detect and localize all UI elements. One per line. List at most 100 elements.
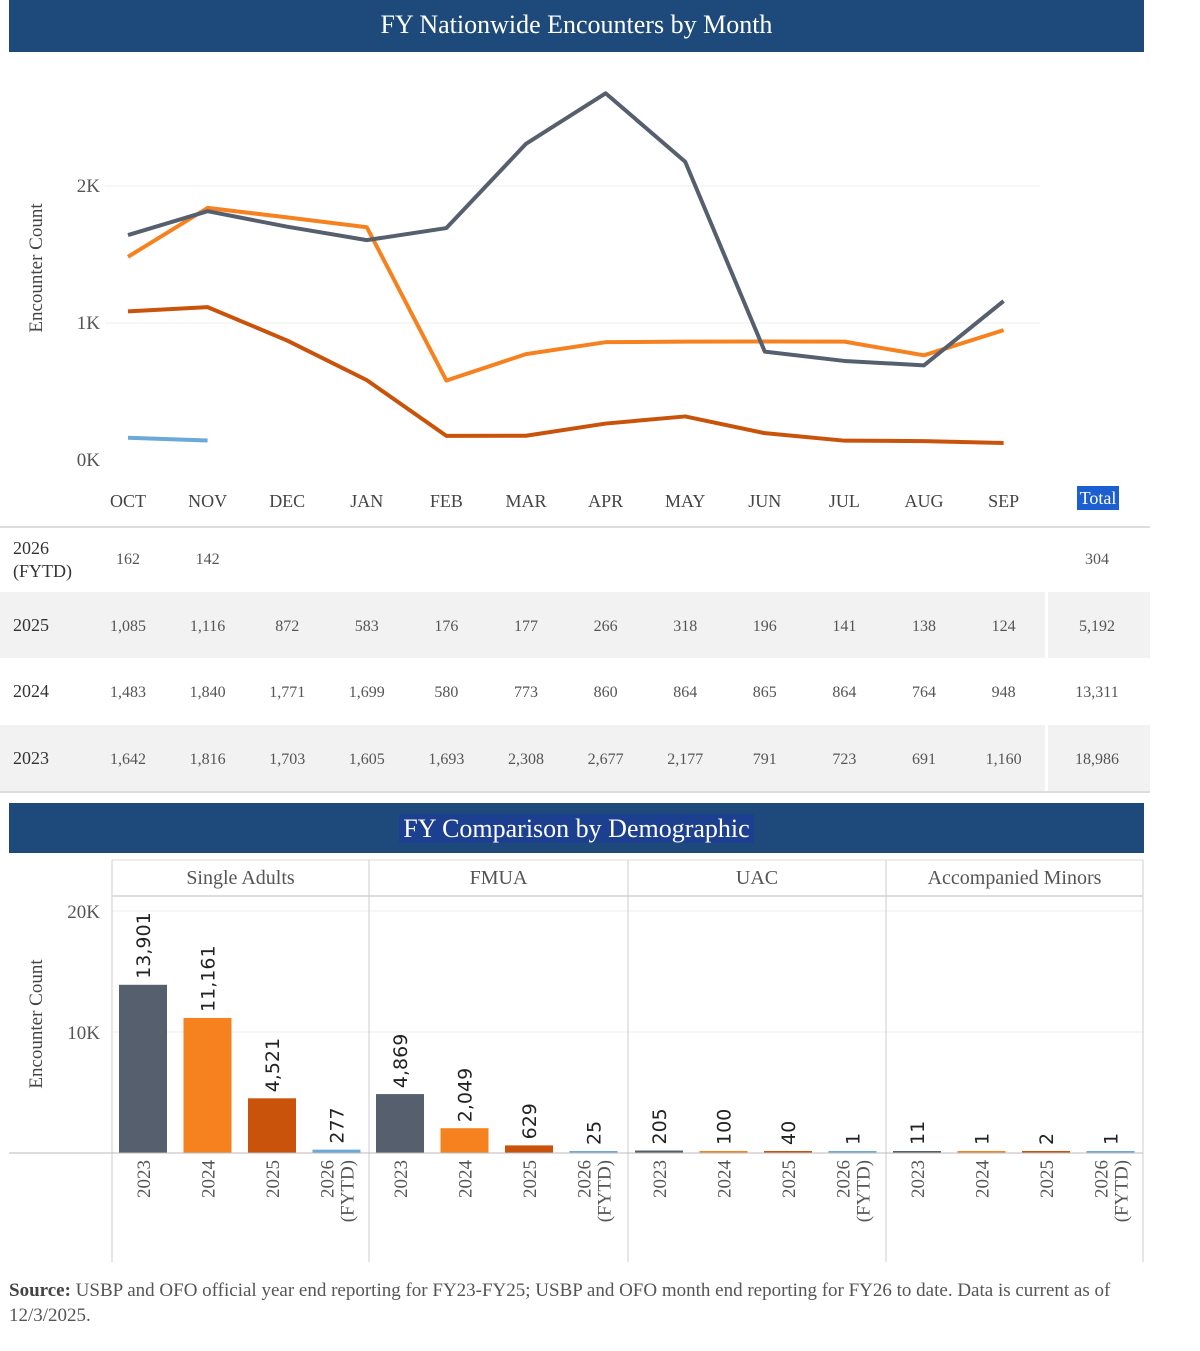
x-tick-label: 2024 bbox=[199, 1160, 220, 1199]
table-total-cell: 13,311 bbox=[1075, 684, 1118, 701]
table-cell: 580 bbox=[434, 684, 458, 701]
table-cell: 141 bbox=[832, 618, 856, 635]
table-cell: 1,816 bbox=[190, 751, 226, 768]
series-line-2024 bbox=[126, 205, 1005, 383]
table-cell: 791 bbox=[753, 751, 777, 768]
bar-value-label: 1 bbox=[972, 1133, 994, 1145]
table-cell: 864 bbox=[832, 684, 856, 701]
bar bbox=[1086, 1151, 1135, 1153]
table-cell: 948 bbox=[992, 684, 1016, 701]
source-text: USBP and OFO official year end reporting… bbox=[9, 1280, 1111, 1326]
series-line-2023 bbox=[127, 91, 1005, 368]
bar-value-label: 1 bbox=[1101, 1133, 1123, 1145]
table-row-shade bbox=[0, 592, 1045, 658]
table-row-label: 2023 bbox=[13, 748, 49, 768]
table-cell: 764 bbox=[912, 684, 936, 701]
bar bbox=[828, 1151, 877, 1153]
table-cell: 773 bbox=[514, 684, 538, 701]
table-cell: 266 bbox=[594, 618, 618, 635]
monthly-chart-title: FY Nationwide Encounters by Month bbox=[380, 10, 773, 39]
y-tick-label: 0K bbox=[77, 450, 101, 471]
y-tick-label: 20K bbox=[67, 902, 100, 923]
y-tick-label: 1K bbox=[77, 313, 101, 334]
bar-value-label: 13,901 bbox=[133, 912, 155, 978]
demographic-chart-title-banner: FY Comparison by Demographic bbox=[9, 803, 1144, 853]
panel-label: FMUA bbox=[470, 867, 528, 889]
table-cell: 1,703 bbox=[269, 751, 305, 768]
bar-value-label: 4,869 bbox=[390, 1034, 412, 1088]
bar bbox=[505, 1145, 553, 1153]
bar bbox=[248, 1098, 296, 1153]
table-cell: 865 bbox=[753, 684, 777, 701]
bar bbox=[1022, 1151, 1070, 1153]
line-plot-area bbox=[105, 60, 1040, 468]
table-total-cell: 304 bbox=[1085, 551, 1109, 568]
table-row-label: 2026 bbox=[13, 538, 49, 558]
table-cell: 1,771 bbox=[269, 684, 305, 701]
source-label: Source: bbox=[9, 1280, 71, 1301]
bar bbox=[440, 1128, 489, 1153]
table-row-shade bbox=[1048, 592, 1150, 658]
table-row-label: 2025 bbox=[13, 615, 49, 635]
table-total-cell: 18,986 bbox=[1075, 751, 1119, 768]
table-row-shade bbox=[1048, 725, 1150, 791]
table-cell: 1,840 bbox=[190, 684, 226, 701]
table-cell: 1,483 bbox=[110, 684, 146, 701]
bar-value-label: 11,161 bbox=[198, 945, 220, 1011]
bar-value-label: 100 bbox=[714, 1109, 736, 1145]
table-cell: 1,699 bbox=[349, 684, 385, 701]
bar-value-label: 4,521 bbox=[262, 1038, 284, 1092]
bar bbox=[569, 1151, 618, 1153]
y-axis-title: Encounter Count bbox=[26, 203, 47, 333]
bar-value-label: 11 bbox=[907, 1121, 929, 1145]
x-tick-label: JAN bbox=[350, 491, 383, 511]
y-tick-label: 10K bbox=[67, 1023, 100, 1044]
table-cell: 1,605 bbox=[349, 751, 385, 768]
table-cell: 2,308 bbox=[508, 751, 544, 768]
x-tick-label: 2026 bbox=[318, 1160, 339, 1198]
x-tick-label: FEB bbox=[430, 491, 463, 511]
bar-value-label: 2 bbox=[1036, 1133, 1058, 1145]
x-tick-label: 2026 bbox=[834, 1160, 855, 1198]
bar-value-label: 1 bbox=[843, 1133, 865, 1145]
x-tick-label: OCT bbox=[110, 491, 146, 511]
table-cell: 1,693 bbox=[428, 751, 464, 768]
x-tick-label: JUN bbox=[748, 491, 781, 511]
table-cell: 162 bbox=[116, 551, 140, 568]
x-tick-label: 2024 bbox=[973, 1160, 994, 1199]
table-cell: 860 bbox=[594, 684, 618, 701]
monthly-chart-title-banner: FY Nationwide Encounters by Month bbox=[9, 0, 1144, 52]
x-tick-label: SEP bbox=[988, 491, 1019, 511]
table-cell: 176 bbox=[434, 618, 458, 635]
x-tick-label: 2025 bbox=[779, 1160, 800, 1198]
table-total-cell: 5,192 bbox=[1079, 618, 1115, 635]
x-tick-label: 2023 bbox=[908, 1160, 929, 1198]
table-cell: 196 bbox=[753, 618, 777, 635]
table-row-label: (FYTD) bbox=[13, 561, 72, 582]
bar bbox=[635, 1150, 683, 1153]
table-cell: 864 bbox=[673, 684, 697, 701]
x-tick-label: 2025 bbox=[1037, 1160, 1058, 1198]
series-line-2026-fytd- bbox=[127, 435, 208, 443]
x-tick-label: (FYTD) bbox=[595, 1160, 616, 1222]
table-cell: 2,177 bbox=[667, 751, 703, 768]
x-tick-label: (FYTD) bbox=[854, 1160, 875, 1222]
x-tick-label: APR bbox=[588, 491, 623, 511]
x-tick-label: 2025 bbox=[520, 1160, 541, 1198]
table-cell: 723 bbox=[832, 751, 856, 768]
x-tick-label: 2023 bbox=[391, 1160, 412, 1198]
series-line-2025 bbox=[127, 305, 1004, 446]
x-tick-label: MAY bbox=[665, 491, 705, 511]
bar-value-label: 2,049 bbox=[455, 1068, 477, 1122]
bar bbox=[183, 1017, 232, 1153]
table-cell: 138 bbox=[912, 618, 936, 635]
x-tick-label: 2026 bbox=[1092, 1160, 1113, 1198]
table-row-shade bbox=[0, 725, 1045, 791]
table-cell: 872 bbox=[275, 618, 299, 635]
x-tick-label: AUG bbox=[905, 491, 944, 511]
bar-value-label: 25 bbox=[584, 1121, 606, 1145]
table-cell: 2,677 bbox=[588, 751, 624, 768]
table-cell: 583 bbox=[355, 618, 379, 635]
bar bbox=[957, 1151, 1006, 1153]
